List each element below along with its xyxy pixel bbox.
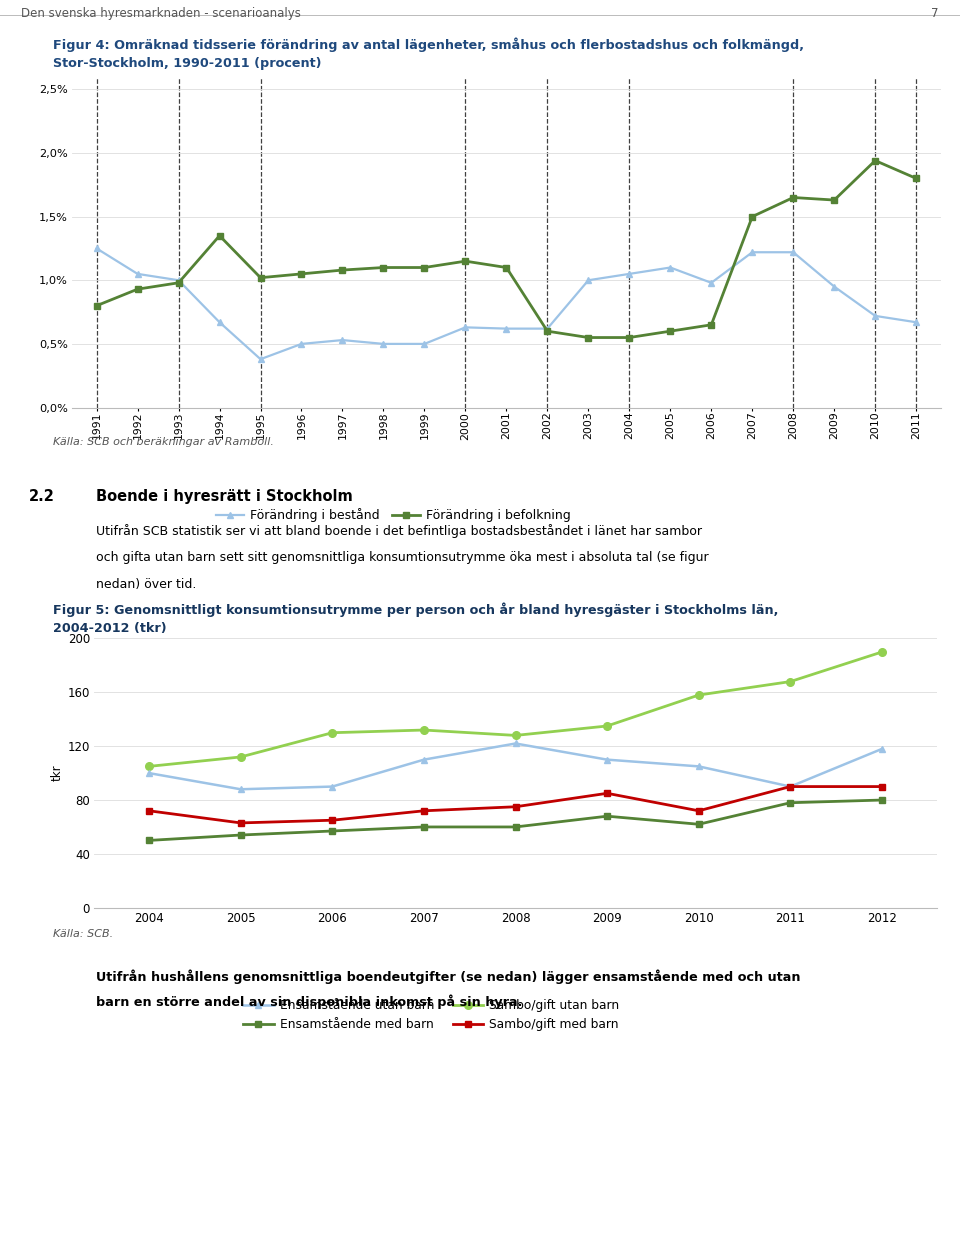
- Text: Den svenska hyresmarknaden - scenarioanalys: Den svenska hyresmarknaden - scenarioana…: [21, 7, 301, 20]
- Text: Källa: SCB.: Källa: SCB.: [53, 929, 113, 939]
- Text: 2.2: 2.2: [29, 489, 55, 504]
- Y-axis label: tkr: tkr: [50, 764, 63, 782]
- Text: Källa: SCB och beräkningar av Ramböll.: Källa: SCB och beräkningar av Ramböll.: [53, 437, 274, 447]
- Text: 7: 7: [931, 7, 939, 20]
- Text: Utifrån hushållens genomsnittliga boendeutgifter (se nedan) lägger ensamstående : Utifrån hushållens genomsnittliga boende…: [96, 969, 801, 984]
- Legend: Ensamstående utan barn, Ensamstående med barn, Sambo/gift utan barn, Sambo/gift : Ensamstående utan barn, Ensamstående med…: [238, 994, 624, 1036]
- Legend: Förändring i bestånd, Förändring i befolkning: Förändring i bestånd, Förändring i befol…: [211, 503, 576, 527]
- Text: barn en större andel av sin disponibla inkomst på sin hyra.: barn en större andel av sin disponibla i…: [96, 994, 522, 1009]
- Text: Stor-Stockholm, 1990-2011 (procent): Stor-Stockholm, 1990-2011 (procent): [53, 57, 322, 70]
- Text: Figur 4: Omräknad tidsserie förändring av antal lägenheter, småhus och flerbosta: Figur 4: Omräknad tidsserie förändring a…: [53, 37, 804, 52]
- Text: Utifrån SCB statistik ser vi att bland boende i det befintliga bostadsbeståndet : Utifrån SCB statistik ser vi att bland b…: [96, 524, 702, 537]
- Text: Boende i hyresrätt i Stockholm: Boende i hyresrätt i Stockholm: [96, 489, 352, 504]
- Text: nedan) över tid.: nedan) över tid.: [96, 578, 197, 592]
- Text: 2004-2012 (tkr): 2004-2012 (tkr): [53, 622, 166, 636]
- Text: och gifta utan barn sett sitt genomsnittliga konsumtionsutrymme öka mest i absol: och gifta utan barn sett sitt genomsnitt…: [96, 551, 708, 564]
- Text: Figur 5: Genomsnittligt konsumtionsutrymme per person och år bland hyresgäster i: Figur 5: Genomsnittligt konsumtionsutrym…: [53, 603, 779, 618]
